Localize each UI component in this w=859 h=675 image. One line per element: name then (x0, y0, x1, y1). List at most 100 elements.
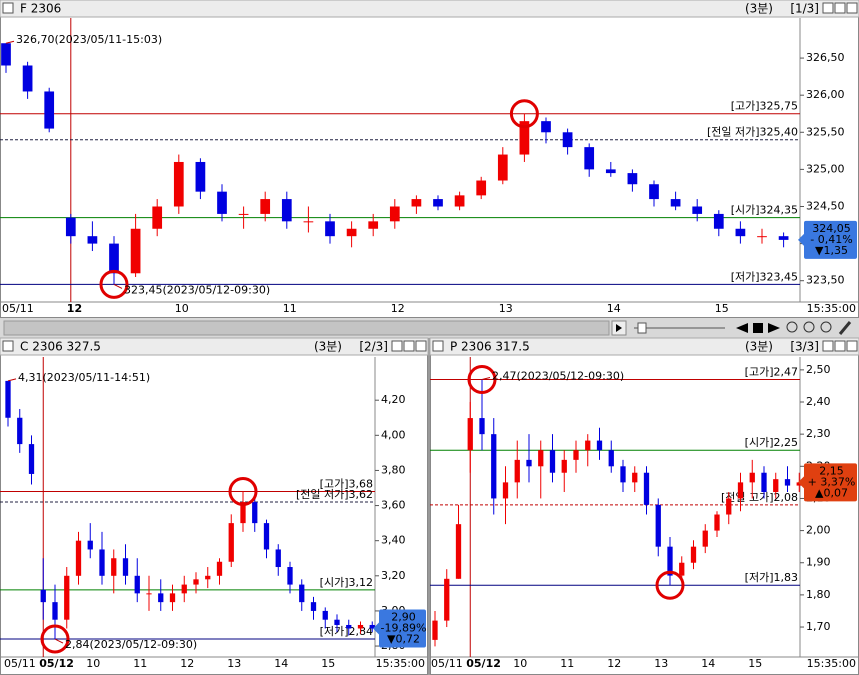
highlight-circle (509, 99, 539, 129)
y-tick-label: 326,00 (806, 88, 845, 101)
y-tick-label: 2,00 (806, 524, 831, 537)
window-button[interactable] (846, 2, 858, 14)
candle-body (44, 91, 55, 129)
x-cursor-label: 15:35:00 (807, 302, 856, 315)
next-button[interactable] (768, 323, 780, 333)
candle-body (310, 602, 317, 611)
candle-body (502, 482, 509, 499)
reference-label: [고가]3,68 (320, 478, 373, 491)
candle-body (735, 228, 746, 237)
y-tick-label: 324,50 (806, 199, 845, 212)
candle-body (205, 575, 211, 580)
candle-body (369, 624, 375, 629)
x-tick-label: 05/11 (431, 657, 463, 670)
candle-body (585, 440, 591, 451)
window-button[interactable] (415, 340, 427, 352)
y-tick-label: 1,90 (806, 556, 831, 569)
candle-body (432, 620, 438, 640)
candle-body (52, 602, 58, 620)
x-tick-label: 15 (715, 302, 729, 315)
checkbox[interactable] (2, 2, 14, 14)
annotation: 2,47(2023/05/12-09:30) (492, 370, 624, 383)
zoom-thumb[interactable] (637, 322, 647, 334)
candle-body (75, 540, 82, 576)
candle-body (538, 450, 544, 467)
reference-label: [시가]324,35 (731, 204, 798, 217)
candle-body (667, 546, 673, 576)
stop-button[interactable] (753, 323, 763, 333)
price-change-pct: -19,89% (381, 621, 427, 634)
candle-body (193, 579, 199, 585)
prev-button[interactable] (736, 323, 748, 333)
zoom-reset[interactable] (820, 321, 832, 333)
x-tick-label: 12 (67, 302, 82, 315)
price-box (379, 609, 426, 648)
candle-body (702, 530, 708, 547)
y-tick-label: 325,50 (806, 125, 845, 138)
x-cursor-label: 15:35:00 (376, 657, 425, 670)
candle-body (389, 206, 400, 222)
panel-divider (428, 338, 430, 675)
candle-body (643, 472, 650, 505)
checkbox[interactable] (432, 340, 444, 352)
candle-body (130, 228, 141, 274)
candle-body (714, 514, 720, 531)
price-change-pct: - 0,41% (810, 233, 852, 246)
y-tick-label: 3,20 (381, 569, 406, 582)
settings-button[interactable] (838, 321, 852, 335)
scrollbar-track[interactable] (3, 320, 610, 336)
candle-body (109, 243, 119, 274)
annotation: 326,70(2023/05/11-15:03) (16, 33, 162, 46)
y-tick-label: 4,20 (381, 393, 406, 406)
window-button[interactable] (822, 2, 834, 14)
x-tick-label: 05/11 (4, 657, 36, 670)
candle-body (549, 450, 556, 473)
window-button[interactable] (834, 340, 846, 352)
annotation-pointer (7, 378, 17, 382)
window-button[interactable] (403, 340, 415, 352)
x-tick-label: 15 (321, 657, 335, 670)
zoom-out[interactable] (803, 321, 815, 333)
candle-body (467, 418, 473, 451)
window-button[interactable] (834, 2, 846, 14)
candle-body (690, 546, 697, 563)
candle-body (322, 610, 328, 620)
candle-body (562, 132, 573, 148)
candle-body (357, 624, 364, 629)
candle-body (281, 199, 292, 222)
candle-body (252, 502, 258, 524)
x-tick-label: 13 (499, 302, 513, 315)
candle-body (726, 498, 732, 515)
candle-body (325, 221, 335, 237)
candle-body (275, 549, 281, 568)
y-tick-label: 3,80 (381, 463, 406, 476)
candle-body (796, 482, 802, 486)
window-button[interactable] (822, 340, 834, 352)
candle-body (228, 523, 234, 562)
period-label: (3분) (745, 2, 773, 16)
window-button[interactable] (846, 340, 858, 352)
zoom-in[interactable] (786, 321, 798, 333)
title-bar (429, 337, 859, 356)
annotation: 2,84(2023/05/12-09:30) (65, 638, 197, 651)
window-button[interactable] (391, 340, 403, 352)
x-tick-label: 05/11 (2, 302, 34, 315)
candle-body (134, 575, 140, 594)
checkbox[interactable] (2, 340, 14, 352)
candle-body (692, 206, 703, 214)
y-tick-label: 3,60 (381, 499, 406, 512)
reference-label: [시가]3,12 (320, 576, 373, 589)
candle-body (749, 472, 755, 483)
candle-body (173, 161, 184, 207)
price-pointer (798, 233, 804, 246)
candle-body (22, 65, 33, 92)
candle-body (334, 619, 340, 625)
y-tick-label: 1,70 (806, 620, 831, 633)
panel-title: P 2306 317.5 (450, 340, 530, 354)
candle-body (240, 502, 246, 524)
highlight-circle (40, 624, 70, 654)
candle-body (757, 236, 767, 238)
candle-body (152, 206, 163, 229)
candle-body (346, 624, 352, 629)
